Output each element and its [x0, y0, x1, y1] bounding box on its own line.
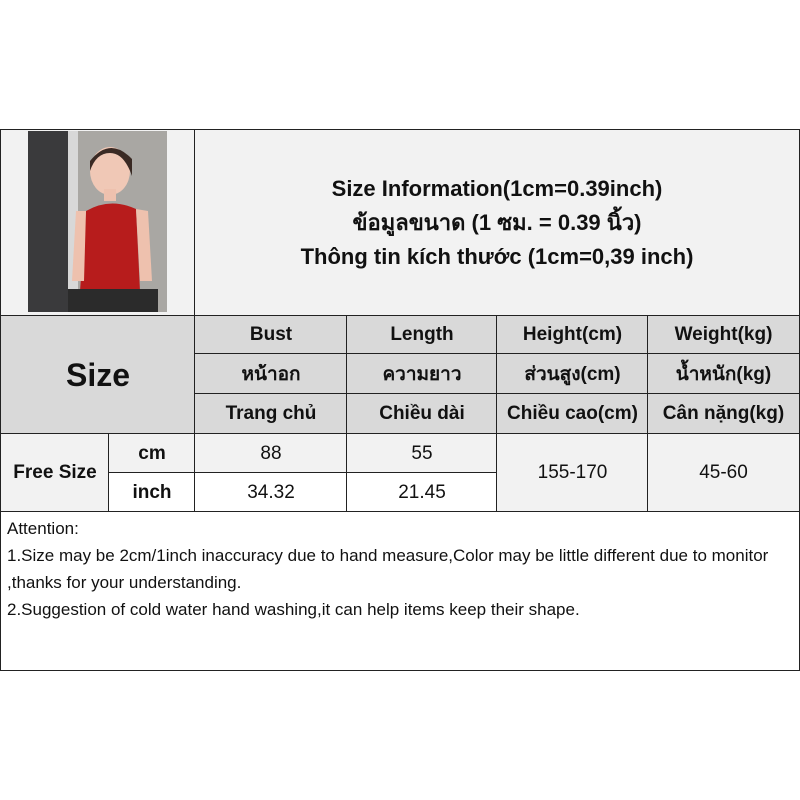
size-information-header: Size Information(1cm=0.39inch) ข้อมูลขนา… [194, 129, 800, 317]
size-header: Size [0, 315, 196, 435]
col-bust-th: หน้าอก [194, 353, 348, 395]
header-title-vi: Thông tin kích thước (1cm=0,39 inch) [300, 244, 694, 269]
col-weight-en: Weight(kg) [647, 315, 800, 355]
unit-cm: cm [108, 433, 196, 474]
attention-notes: Attention: 1.Size may be 2cm/1inch inacc… [0, 511, 800, 671]
product-photo [28, 131, 167, 312]
bust-cm: 88 [194, 433, 348, 474]
col-length-en: Length [346, 315, 498, 355]
col-length-vi: Chiều dài [346, 393, 498, 435]
attention-line-1: 1.Size may be 2cm/1inch inaccuracy due t… [7, 546, 769, 592]
col-weight-vi: Cân nặng(kg) [647, 393, 800, 435]
col-bust-vi: Trang chủ [194, 393, 348, 435]
col-height-th: ส่วนสูง(cm) [496, 353, 649, 395]
bust-inch: 34.32 [194, 472, 348, 513]
length-inch: 21.45 [346, 472, 498, 513]
size-label: Size [65, 356, 131, 393]
col-height-en: Height(cm) [496, 315, 649, 355]
header-title-en: Size Information(1cm=0.39inch) [331, 176, 663, 201]
col-height-vi: Chiều cao(cm) [496, 393, 649, 435]
col-weight-th: น้ำหนัก(kg) [647, 353, 800, 395]
unit-inch: inch [108, 472, 196, 513]
length-cm: 55 [346, 433, 498, 474]
col-length-th: ความยาว [346, 353, 498, 395]
attention-title: Attention: [7, 519, 79, 538]
weight-value: 45-60 [647, 433, 800, 513]
col-bust-en: Bust [194, 315, 348, 355]
attention-line-2: 2.Suggestion of cold water hand washing,… [7, 600, 580, 619]
size-name: Free Size [0, 433, 110, 513]
height-value: 155-170 [496, 433, 649, 513]
header-title-th: ข้อมูลขนาด (1 ซม. = 0.39 นิ้ว) [352, 210, 642, 235]
